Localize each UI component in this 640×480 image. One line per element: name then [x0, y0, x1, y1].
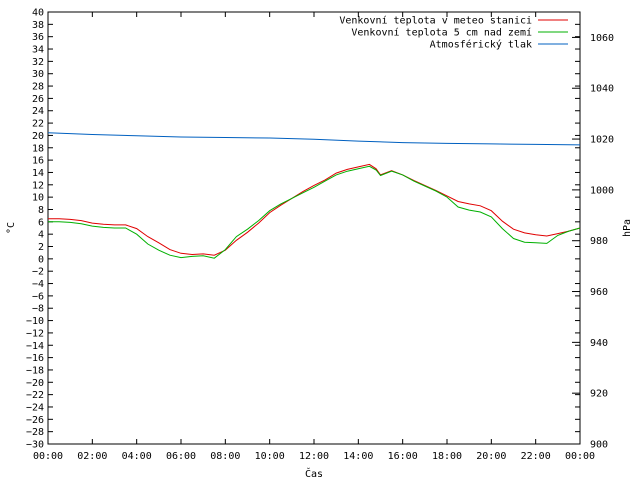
x-tick-label: 10:00 [255, 451, 285, 462]
y-tick-label: 38 [32, 20, 44, 31]
y-tick-label: 12 [32, 180, 44, 191]
axis-ticks: −30−28−26−24−22−20−18−16−14−12−10−8−6−4−… [26, 8, 614, 463]
y2-tick-label: 960 [590, 287, 608, 298]
legend-label-0: Venkovní teplota v meteo stanici [339, 15, 532, 27]
y-axis-label: °C [6, 222, 17, 234]
y-tick-label: 10 [32, 193, 44, 204]
y2-tick-label: 1020 [590, 135, 614, 146]
y-tick-label: 24 [32, 106, 44, 117]
x-tick-label: 20:00 [476, 451, 506, 462]
x-tick-label: 22:00 [521, 451, 551, 462]
x-tick-label: 00:00 [565, 451, 595, 462]
y-tick-label: −16 [26, 353, 44, 364]
y-tick-label: 20 [32, 131, 44, 142]
x-tick-label: 00:00 [33, 451, 63, 462]
y-tick-label: −18 [26, 365, 44, 376]
y-tick-label: 6 [38, 217, 44, 228]
y-tick-label: 40 [32, 8, 44, 19]
y-tick-label: −2 [32, 267, 44, 278]
x-tick-label: 14:00 [343, 451, 373, 462]
x-axis-label: Čas [305, 467, 323, 480]
y-tick-label: −30 [26, 440, 44, 451]
y2-tick-label: 1040 [590, 84, 614, 95]
x-tick-label: 18:00 [432, 451, 462, 462]
y2-tick-label: 900 [590, 440, 608, 451]
y-tick-label: 26 [32, 94, 44, 105]
y2-tick-label: 1060 [590, 33, 614, 44]
y-tick-label: −22 [26, 390, 44, 401]
x-tick-label: 06:00 [166, 451, 196, 462]
legend-label-2: Atmosférický tlak [430, 39, 532, 51]
y-tick-label: −6 [32, 291, 44, 302]
series-line-0 [48, 163, 581, 256]
y2-tick-label: 980 [590, 236, 608, 247]
y-tick-label: 28 [32, 82, 44, 93]
y-tick-label: −4 [32, 279, 44, 290]
y2-tick-label: 920 [590, 389, 608, 400]
x-tick-label: 02:00 [77, 451, 107, 462]
y-tick-label: −14 [26, 341, 44, 352]
series-line-1 [48, 165, 581, 259]
y-tick-label: 34 [32, 45, 44, 56]
x-tick-label: 12:00 [299, 451, 329, 462]
y-tick-label: −26 [26, 415, 44, 426]
y-tick-label: 16 [32, 156, 44, 167]
y-tick-label: 14 [32, 168, 44, 179]
x-tick-label: 16:00 [388, 451, 418, 462]
series-lines [47, 132, 581, 259]
x-tick-label: 08:00 [210, 451, 240, 462]
y-tick-label: −10 [26, 316, 44, 327]
y-tick-label: 4 [38, 230, 44, 241]
y2-tick-label: 1000 [590, 185, 614, 196]
x-tick-label: 04:00 [122, 451, 152, 462]
y2-axis-label: hPa [622, 219, 633, 237]
y-tick-label: 22 [32, 119, 44, 130]
y-tick-label: 0 [38, 254, 44, 265]
y-tick-label: −12 [26, 328, 44, 339]
series-line-2 [47, 132, 581, 146]
y-tick-label: −24 [26, 402, 44, 413]
y-tick-label: −28 [26, 427, 44, 438]
y-tick-label: 8 [38, 205, 44, 216]
y-tick-label: −20 [26, 378, 44, 389]
y-tick-label: 18 [32, 143, 44, 154]
y-tick-label: 32 [32, 57, 44, 68]
y-tick-label: 36 [32, 32, 44, 43]
plot-frame [47, 11, 581, 445]
legend-label-1: Venkovní teplota 5 cm nad zemí [351, 27, 532, 39]
y2-tick-label: 940 [590, 338, 608, 349]
legend: Venkovní teplota v meteo staniciVenkovní… [339, 15, 568, 51]
y-tick-label: −8 [32, 304, 44, 315]
y-tick-label: 30 [32, 69, 44, 80]
y-tick-label: 2 [38, 242, 44, 253]
